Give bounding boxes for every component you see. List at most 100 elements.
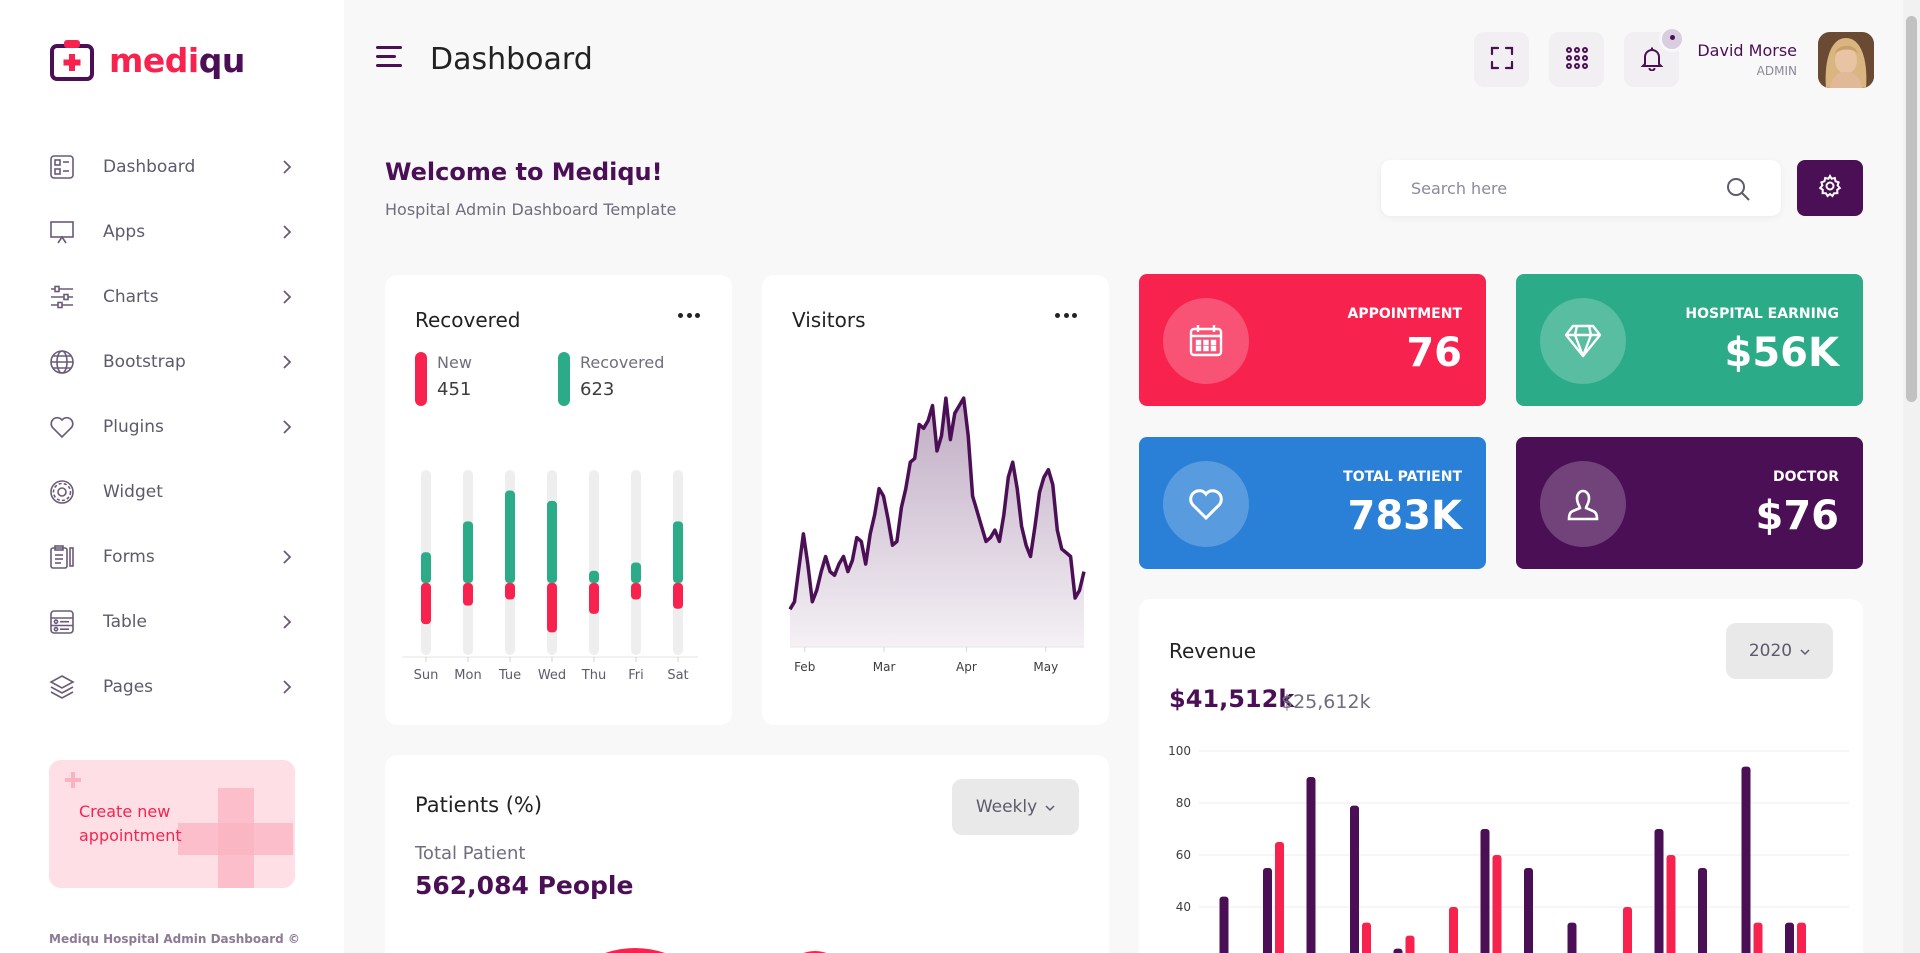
visitors-area-chart: Feb Mar Apr May [788, 396, 1086, 674]
x-tick-label: Sun [414, 668, 439, 683]
bar-new [505, 583, 515, 600]
apps-grid-icon [1565, 46, 1589, 74]
year-select[interactable]: 2020 [1726, 623, 1833, 679]
brand-name-part1: medi [109, 40, 199, 80]
chevron-right-icon [280, 419, 294, 434]
sidebar-item-forms[interactable]: Forms [0, 524, 344, 589]
avatar[interactable] [1818, 32, 1874, 88]
more-options-icon[interactable] [678, 313, 700, 321]
card-title: Patients (%) [415, 793, 543, 817]
sidebar-footer: Mediqu Hospital Admin Dashboard © [49, 932, 300, 946]
stat-label: DOCTOR [1772, 469, 1839, 485]
chevron-right-icon [280, 354, 294, 369]
bar-recovered [631, 562, 641, 584]
total-patient-stat-card[interactable]: TOTAL PATIENT 783K [1139, 437, 1486, 569]
sidebar-item-pages[interactable]: Pages [0, 654, 344, 719]
page-scrollbar[interactable] [1903, 0, 1920, 953]
bar-track [589, 470, 599, 655]
recovered-card: Recovered New 451 Recovered 623 Sun Mon Tu… [385, 275, 732, 725]
brand-name: mediqu [109, 41, 245, 80]
doctor-stat-card[interactable]: DOCTOR $76 [1516, 437, 1863, 569]
sidebar: mediqu Dashboard Apps Charts [0, 0, 344, 953]
stat-label: TOTAL PATIENT [1343, 469, 1462, 485]
period-select-value: Weekly [975, 797, 1038, 817]
bar-recovered [547, 500, 557, 584]
sidebar-item-label: Dashboard [103, 156, 196, 177]
sidebar-item-dashboard[interactable]: Dashboard [0, 134, 344, 199]
bar-series-2 [1449, 907, 1458, 953]
sidebar-item-plugins[interactable]: Plugins [0, 394, 344, 459]
chevron-down-icon [1045, 797, 1055, 817]
user-name[interactable]: David Morse [1697, 41, 1797, 60]
chevron-right-icon [280, 614, 294, 629]
settings-button[interactable] [1797, 160, 1863, 216]
revenue-card: Revenue 2020 $41,512k $25,612k 100 80 60 40 [1139, 599, 1863, 953]
bar-series-2 [1623, 907, 1632, 953]
bar-series-2 [1492, 855, 1502, 953]
fullscreen-icon [1490, 46, 1514, 74]
charts-icon [49, 284, 75, 310]
chevron-down-icon [1800, 641, 1810, 661]
bar-new [673, 583, 683, 609]
x-tick-label: Tue [498, 668, 521, 683]
y-tick-label: 100 [1168, 744, 1191, 758]
bar-new [631, 583, 641, 600]
bar-series-1 [1263, 868, 1272, 953]
scrollbar-thumb[interactable] [1906, 16, 1917, 402]
legend-label: New [437, 353, 472, 372]
chevron-right-icon [280, 224, 294, 239]
revenue-amount: $41,512k [1169, 685, 1295, 713]
notifications-button[interactable] [1624, 26, 1685, 87]
card-title: Visitors [792, 308, 866, 332]
stat-label: APPOINTMENT [1347, 306, 1463, 322]
more-options-icon[interactable] [1055, 313, 1077, 321]
bar-series-2 [1275, 842, 1284, 953]
bar-series-1 [1741, 766, 1751, 953]
total-patient-value: 562,084 People [415, 871, 634, 900]
legend-label: Recovered [580, 353, 665, 372]
bar-recovered [505, 490, 515, 584]
diamond-icon [1540, 298, 1626, 384]
sidebar-item-apps[interactable]: Apps [0, 199, 344, 264]
chevron-right-icon [280, 289, 294, 304]
apps-grid-button[interactable] [1549, 32, 1604, 87]
sidebar-item-bootstrap[interactable]: Bootstrap [0, 329, 344, 394]
bar-series-1 [1393, 948, 1403, 953]
y-tick-label: 40 [1176, 900, 1191, 914]
sidebar-item-label: Table [103, 611, 147, 632]
y-tick-label: 60 [1176, 848, 1191, 862]
hospital-earning-stat-card[interactable]: HOSPITAL EARNING $56K [1516, 274, 1863, 406]
sidebar-item-label: Widget [103, 481, 163, 502]
fullscreen-button[interactable] [1474, 32, 1529, 87]
recovered-bar-chart: Sun Mon Tue Wed Thu Fri Sat [402, 470, 698, 683]
appointment-stat-card[interactable]: APPOINTMENT 76 [1139, 274, 1486, 406]
menu-toggle-button[interactable] [376, 46, 402, 68]
legend-swatch-new [415, 352, 427, 406]
create-appointment-link[interactable]: Create new appointment [79, 802, 182, 845]
bar-series-1 [1654, 829, 1664, 953]
card-title: Revenue [1169, 639, 1257, 663]
create-appointment-card[interactable]: Create new appointment [49, 760, 295, 888]
brand-logo[interactable]: mediqu [49, 38, 245, 82]
notification-badge [1659, 26, 1685, 52]
bar-series-2 [1666, 855, 1676, 953]
x-tick-label: Feb [794, 660, 815, 674]
gear-icon [1818, 174, 1842, 202]
search-icon[interactable] [1725, 176, 1751, 202]
bar-series-1 [1524, 868, 1533, 953]
bar-series-1 [1698, 868, 1707, 953]
search-input[interactable] [1411, 160, 1711, 216]
sidebar-nav: Dashboard Apps Charts Bootstrap [0, 134, 344, 719]
period-select[interactable]: Weekly [952, 779, 1079, 835]
forms-icon [49, 544, 75, 570]
bar-recovered [421, 552, 431, 584]
user-icon [1540, 461, 1626, 547]
sidebar-item-charts[interactable]: Charts [0, 264, 344, 329]
x-tick-label: Thu [581, 668, 606, 683]
sidebar-item-table[interactable]: Table [0, 589, 344, 654]
chevron-right-icon [280, 679, 294, 694]
sidebar-item-widget[interactable]: Widget [0, 459, 344, 524]
visitors-line [788, 396, 1086, 611]
revenue-bar-chart: 100 80 60 40 [1168, 744, 1849, 953]
card-title: Recovered [415, 308, 521, 332]
